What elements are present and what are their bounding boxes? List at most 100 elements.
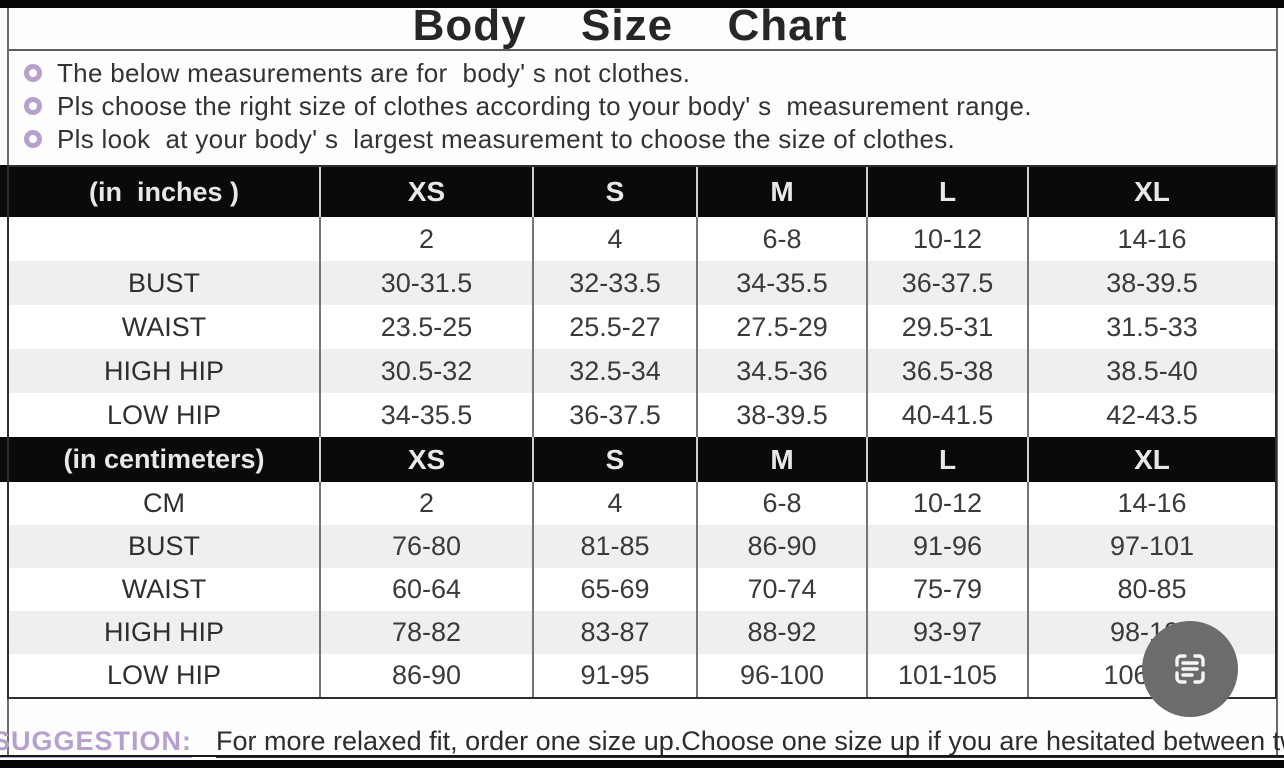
size-value-cell: 75-79 [866,568,1027,611]
size-header-cell: XL [1027,167,1275,217]
size-value-cell: 96-100 [696,654,866,697]
size-value-cell: 36-37.5 [866,261,1027,305]
table-row: 2 4 6-8 10-12 14-16 [9,217,1275,261]
bullet-ring-icon [24,64,42,82]
size-value-cell: 86-90 [696,525,866,568]
size-value-cell: 91-95 [532,654,696,697]
header-bleed [0,437,9,482]
size-value-cell: 34-35.5 [319,393,532,437]
extract-text-icon [1166,645,1214,693]
size-header-cell: XS [319,167,532,217]
row-label-cell: WAIST [121,312,207,342]
header-bleed [0,165,9,217]
size-value-cell: 97-101 [1027,525,1275,568]
size-value-cell: 80-85 [1027,568,1275,611]
size-value-cell: 30.5-32 [319,349,532,393]
page-title: Body Size Chart [412,1,848,50]
size-value-cell: 29.5-31 [866,305,1027,349]
suggestion-label: SUGGESTION: [0,726,193,756]
note-text: The below measurements are for body' s n… [57,57,691,88]
size-value-cell: 36.5-38 [866,349,1027,393]
size-value-cell: 88-92 [696,611,866,654]
row-label-cell: HIGH HIP [103,356,224,386]
baseline-divider [0,755,1284,757]
page-border-right [1276,8,1278,756]
size-value-cell: 38-39.5 [1027,261,1275,305]
size-value-cell: 60-64 [319,568,532,611]
size-value-cell: 81-85 [532,525,696,568]
table-row: HIGH HIP 78-82 83-87 88-92 93-97 98-102 [9,611,1275,654]
size-value-cell: 31.5-33 [1027,305,1275,349]
size-value-cell: 30-31.5 [319,261,532,305]
table-row: LOW HIP 34-35.5 36-37.5 38-39.5 40-41.5 42-43… [9,393,1275,437]
notes-list: The below measurements are for body' s n… [24,57,1264,156]
size-header-cell: XS [319,437,532,482]
size-value-cell: 40-41.5 [866,393,1027,437]
table-header-row: (in inches ) XS S M L XL [9,167,1275,217]
extract-text-button[interactable] [1142,621,1238,717]
size-value-cell: 32.5-34 [532,349,696,393]
size-value-cell: 4 [532,217,696,261]
size-value-cell: 91-96 [866,525,1027,568]
size-value-cell: 76-80 [319,525,532,568]
row-label-cell: WAIST [121,574,207,604]
unit-header-cell: (in centimeters) [63,444,265,474]
size-value-cell: 83-87 [532,611,696,654]
size-value-cell: 93-97 [866,611,1027,654]
size-header-cell: S [532,437,696,482]
size-value-cell: 101-105 [866,654,1027,697]
row-label-cell [9,217,319,261]
table-header-row: (in centimeters) XS S M L XL [9,437,1275,482]
letterbox-top [0,0,1284,8]
size-value-cell: 78-82 [319,611,532,654]
size-tables: (in inches ) XS S M L XL 2 4 6-8 10-12 14-16 BUST 30… [7,165,1277,699]
note-item: Pls look at your body' s largest measure… [24,123,1264,155]
unit-header-cell: (in inches ) [88,177,240,207]
table-row: BUST 76-80 81-85 86-90 91-96 97-101 [9,525,1275,568]
size-value-cell: 65-69 [532,568,696,611]
table-row: CM 2 4 6-8 10-12 14-16 [9,482,1275,525]
size-table-inches: (in inches ) XS S M L XL 2 4 6-8 10-12 14-16 BUST 30… [9,167,1275,437]
row-label-cell: LOW HIP [106,660,221,690]
table-row: HIGH HIP 30.5-32 32.5-34 34.5-36 36.5-38 38.5… [9,349,1275,393]
size-value-cell: 4 [532,482,696,525]
row-label-cell: LOW HIP [106,400,221,430]
size-value-cell: 14-16 [1027,217,1275,261]
bullet-ring-icon [24,97,42,115]
size-value-cell: 10-12 [866,217,1027,261]
table-row: WAIST 23.5-25 25.5-27 27.5-29 29.5-31 31.5-33 [9,305,1275,349]
note-item: The below measurements are for body' s n… [24,57,1264,89]
size-value-cell: 42-43.5 [1027,393,1275,437]
row-label-cell: BUST [127,268,200,298]
row-label-cell: BUST [127,531,200,561]
size-value-cell: 14-16 [1027,482,1275,525]
size-value-cell: 38.5-40 [1027,349,1275,393]
note-text: Pls look at your body' s largest measure… [57,123,956,154]
size-table-cm: (in centimeters) XS S M L XL CM 2 4 6-8 10-12 14-16… [9,437,1275,697]
size-header-cell: M [696,437,866,482]
note-item: Pls choose the right size of clothes acc… [24,90,1264,122]
size-value-cell: 34-35.5 [696,261,866,305]
size-value-cell: 6-8 [696,482,866,525]
size-value-cell: 6-8 [696,217,866,261]
size-value-cell: 86-90 [319,654,532,697]
bullet-ring-icon [24,130,42,148]
suggestion-text: For more relaxed fit, order one size up.… [216,726,1284,756]
size-value-cell: 25.5-27 [532,305,696,349]
size-value-cell: 70-74 [696,568,866,611]
note-text: Pls choose the right size of clothes acc… [57,90,1032,121]
suggestion-line: SUGGESTION: For more relaxed fit, order o… [0,726,1284,758]
size-value-cell: 10-12 [866,482,1027,525]
size-value-cell: 2 [319,482,532,525]
row-label-cell: CM [143,488,185,518]
size-header-cell: L [866,437,1027,482]
size-value-cell: 38-39.5 [696,393,866,437]
size-value-cell: 23.5-25 [319,305,532,349]
size-value-cell: 32-33.5 [532,261,696,305]
size-value-cell: 36-37.5 [532,393,696,437]
title-divider [7,49,1278,51]
table-row: WAIST 60-64 65-69 70-74 75-79 80-85 [9,568,1275,611]
letterbox-bottom [0,760,1284,768]
